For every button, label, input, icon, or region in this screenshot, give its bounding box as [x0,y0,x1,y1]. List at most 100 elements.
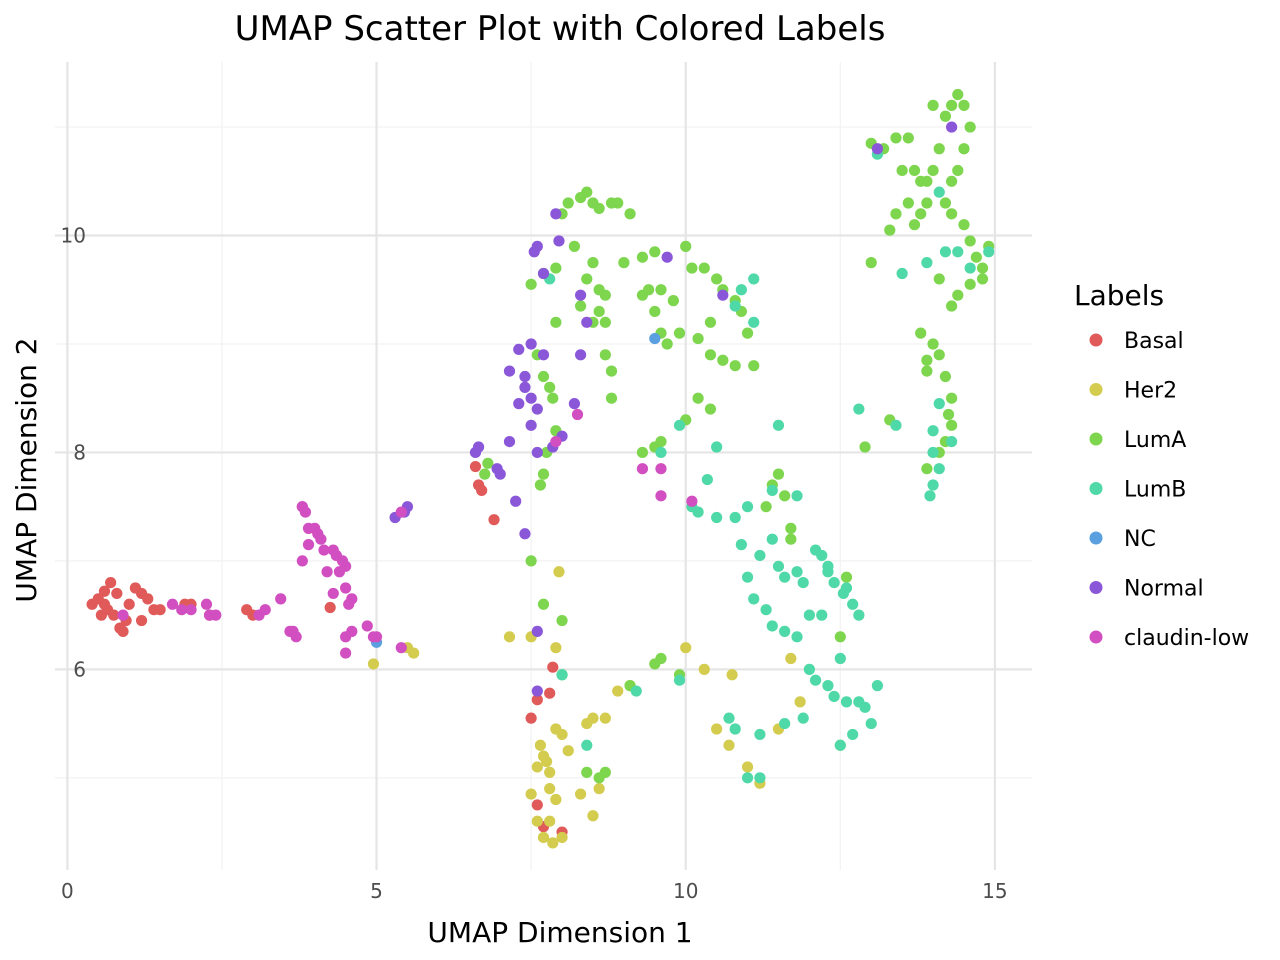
point-normal [519,370,531,383]
legend-label-claudin-low: claudin-low [1124,626,1249,651]
point-luma [711,273,723,285]
point-luma [952,88,964,101]
point-luma [655,652,667,665]
point-her2 [726,669,738,681]
point-lumb [754,728,766,741]
point-luma [952,164,964,177]
y-tick-label: 8 [73,440,86,464]
point-lumb [964,262,976,274]
point-lumb [933,398,945,410]
point-luma [915,208,927,220]
point-her2 [540,755,553,768]
point-luma [964,235,976,247]
point-lumb [927,479,939,491]
point-luma [704,349,717,361]
point-claudin-low [287,625,299,637]
point-normal [531,625,543,637]
point-lumb [729,300,741,312]
point-luma [599,349,611,361]
point-luma [636,446,649,459]
point-her2 [680,642,692,654]
point-luma [550,262,562,274]
y-tick-labels: 6 8 10 [61,224,86,682]
legend-marker-claudin-low [1089,630,1103,644]
point-luma [575,300,587,312]
minor-gridlines [55,62,1032,870]
point-claudin-low [176,604,188,616]
point-luma [840,571,853,583]
point-her2 [544,815,556,827]
point-luma [908,219,921,231]
legend-title: Labels [1074,279,1164,312]
point-normal [661,251,673,263]
point-basal [241,604,253,616]
point-luma [946,419,958,431]
point-luma [915,327,927,339]
point-basal [525,712,537,724]
point-lumb [748,593,760,605]
point-lumb [735,539,747,551]
point-normal [525,392,537,404]
point-luma [927,338,939,350]
point-luma [976,262,989,274]
point-lumb [741,501,754,513]
point-her2 [544,766,556,778]
y-axis-title: UMAP Dimension 2 [10,337,43,602]
x-axis-title: UMAP Dimension 1 [427,916,692,949]
legend-marker-her2 [1089,383,1103,396]
legend-label-basal: Basal [1124,329,1184,354]
point-luma [547,392,559,404]
point-basal [488,514,500,526]
point-lumb [692,506,704,518]
point-lumb [779,625,791,637]
point-lumb [729,723,741,735]
point-basal [547,661,559,673]
point-basal [98,585,111,597]
point-normal [575,289,587,301]
point-lumb [766,533,778,545]
point-basal [142,593,154,605]
point-lumb [865,717,877,730]
point-luma [952,289,964,301]
legend: Labels Basal Her2 LumA LumB NC Normal claudin-… [1074,279,1249,651]
data-points [86,88,995,849]
point-normal [503,435,516,448]
point-luma [673,327,686,339]
point-lumb [735,284,747,296]
point-claudin-low [346,625,358,637]
point-luma [643,284,655,296]
point-her2 [741,761,754,773]
point-lumb [581,739,593,751]
point-normal [717,289,729,301]
point-luma [958,143,970,155]
point-luma [692,332,704,345]
point-luma [581,273,593,285]
point-lumb [772,560,785,572]
point-basal [544,687,556,699]
point-luma [680,240,692,252]
point-her2 [525,788,537,800]
point-basal [105,576,117,589]
point-claudin-low [395,506,407,518]
point-luma [593,305,605,318]
legend-marker-nc [1089,531,1103,545]
point-her2 [723,739,735,751]
point-normal [531,446,543,459]
point-her2 [785,652,797,665]
point-lumb [834,739,846,751]
point-normal [537,349,550,361]
point-her2 [599,712,611,724]
point-luma [568,240,581,252]
point-luma [636,251,649,263]
x-tick-label: 10 [673,879,698,903]
point-luma [933,273,945,285]
point-luma [704,403,717,415]
point-luma [667,295,679,307]
point-luma [482,457,494,469]
point-luma [921,463,933,475]
point-her2 [593,783,605,795]
point-lumb [834,652,846,665]
point-basal [469,460,482,473]
point-normal [553,235,565,247]
